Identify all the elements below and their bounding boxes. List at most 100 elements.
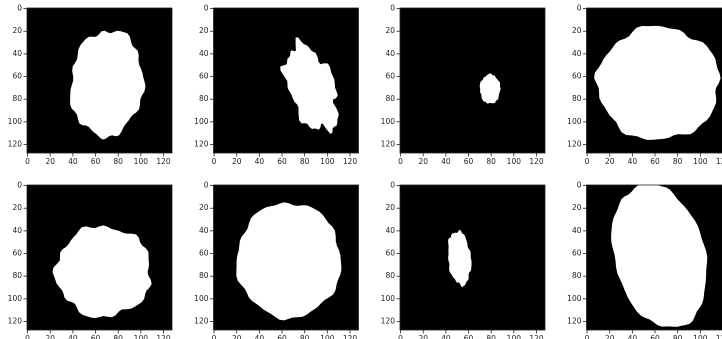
x-tick-label: 100 — [134, 157, 149, 166]
x-tick-label: 60 — [464, 157, 474, 166]
x-tick-label: 80 — [300, 334, 310, 339]
x-tick-label: 60 — [277, 334, 287, 339]
x-tick-label: 120 — [529, 334, 544, 339]
y-tick-label: 40 — [385, 49, 395, 58]
y-tick-label: 40 — [572, 226, 582, 235]
y-tick-label: 60 — [385, 72, 395, 81]
x-tick-label: 80 — [673, 157, 683, 166]
y-tick-label: 20 — [572, 203, 582, 212]
x-tick-label: 120 — [156, 157, 171, 166]
y-tick-label: 60 — [199, 72, 209, 81]
x-tick-label: 20 — [418, 157, 428, 166]
y-tick-label: 0 — [577, 181, 582, 190]
y-tick-label: 80 — [199, 94, 209, 103]
x-tick-label: 120 — [529, 157, 544, 166]
y-tick-label: 40 — [199, 49, 209, 58]
y-tick-label: 60 — [199, 249, 209, 258]
y-tick-label: 40 — [12, 226, 22, 235]
y-tick-label: 120 — [567, 140, 582, 149]
y-tick-label: 40 — [385, 226, 395, 235]
y-tick-label: 40 — [199, 226, 209, 235]
y-tick-label: 120 — [381, 317, 396, 326]
y-tick-label: 0 — [577, 4, 582, 13]
x-tick-label: 80 — [113, 334, 123, 339]
x-tick-label: 100 — [134, 334, 149, 339]
y-tick-label: 60 — [12, 249, 22, 258]
y-tick-label: 60 — [12, 72, 22, 81]
x-tick-label: 60 — [464, 334, 474, 339]
x-tick-label: 120 — [716, 157, 722, 166]
y-tick-label: 20 — [12, 26, 22, 35]
x-tick-label: 100 — [507, 157, 522, 166]
y-tick-label: 40 — [12, 49, 22, 58]
y-tick-label: 0 — [390, 181, 395, 190]
x-tick-label: 0 — [585, 157, 590, 166]
y-tick-label: 120 — [381, 140, 396, 149]
y-tick-label: 80 — [12, 271, 22, 280]
y-tick-label: 20 — [385, 203, 395, 212]
y-tick-label: 100 — [567, 294, 582, 303]
x-tick-label: 0 — [212, 157, 217, 166]
x-tick-label: 40 — [441, 157, 451, 166]
x-tick-label: 40 — [68, 334, 78, 339]
y-tick-label: 80 — [572, 271, 582, 280]
y-tick-label: 100 — [381, 294, 396, 303]
y-tick-label: 20 — [385, 26, 395, 35]
x-tick-label: 0 — [25, 157, 30, 166]
x-tick-label: 100 — [507, 334, 522, 339]
x-tick-label: 100 — [320, 157, 335, 166]
x-tick-label: 60 — [650, 334, 660, 339]
y-tick-label: 100 — [8, 117, 23, 126]
y-tick-label: 0 — [17, 4, 22, 13]
x-tick-label: 20 — [45, 157, 55, 166]
x-tick-label: 20 — [232, 334, 242, 339]
x-tick-label: 120 — [343, 334, 358, 339]
subplot: 020406080100120020406080100120 — [194, 181, 358, 339]
subplot: 020406080100120020406080100120 — [8, 4, 172, 166]
y-tick-label: 100 — [567, 117, 582, 126]
x-tick-label: 60 — [650, 157, 660, 166]
y-tick-label: 20 — [199, 26, 209, 35]
y-tick-label: 80 — [199, 271, 209, 280]
y-tick-label: 60 — [572, 249, 582, 258]
y-tick-label: 20 — [12, 203, 22, 212]
y-tick-label: 100 — [194, 117, 209, 126]
image-background — [400, 185, 545, 330]
x-tick-label: 0 — [212, 334, 217, 339]
y-tick-label: 80 — [12, 94, 22, 103]
y-tick-label: 0 — [204, 4, 209, 13]
x-tick-label: 80 — [486, 157, 496, 166]
y-tick-label: 20 — [572, 26, 582, 35]
y-tick-label: 40 — [572, 49, 582, 58]
x-tick-label: 0 — [398, 157, 403, 166]
x-tick-label: 20 — [232, 157, 242, 166]
y-tick-label: 120 — [194, 140, 209, 149]
y-tick-label: 120 — [194, 317, 209, 326]
x-tick-label: 20 — [45, 334, 55, 339]
x-tick-label: 80 — [673, 334, 683, 339]
x-tick-label: 20 — [605, 157, 615, 166]
y-tick-label: 60 — [572, 72, 582, 81]
y-tick-label: 0 — [390, 4, 395, 13]
x-tick-label: 60 — [91, 334, 101, 339]
x-tick-label: 20 — [418, 334, 428, 339]
subplot: 020406080100120020406080100120 — [381, 181, 545, 339]
y-tick-label: 60 — [385, 249, 395, 258]
y-tick-label: 120 — [567, 317, 582, 326]
y-tick-label: 20 — [199, 203, 209, 212]
x-tick-label: 0 — [585, 334, 590, 339]
x-tick-label: 40 — [255, 157, 265, 166]
y-tick-label: 120 — [8, 317, 23, 326]
x-tick-label: 60 — [91, 157, 101, 166]
x-tick-label: 20 — [605, 334, 615, 339]
x-tick-label: 40 — [628, 157, 638, 166]
y-tick-label: 100 — [194, 294, 209, 303]
x-tick-label: 60 — [277, 157, 287, 166]
x-tick-label: 40 — [68, 157, 78, 166]
x-tick-label: 40 — [441, 334, 451, 339]
y-tick-label: 0 — [17, 181, 22, 190]
x-tick-label: 100 — [693, 157, 708, 166]
